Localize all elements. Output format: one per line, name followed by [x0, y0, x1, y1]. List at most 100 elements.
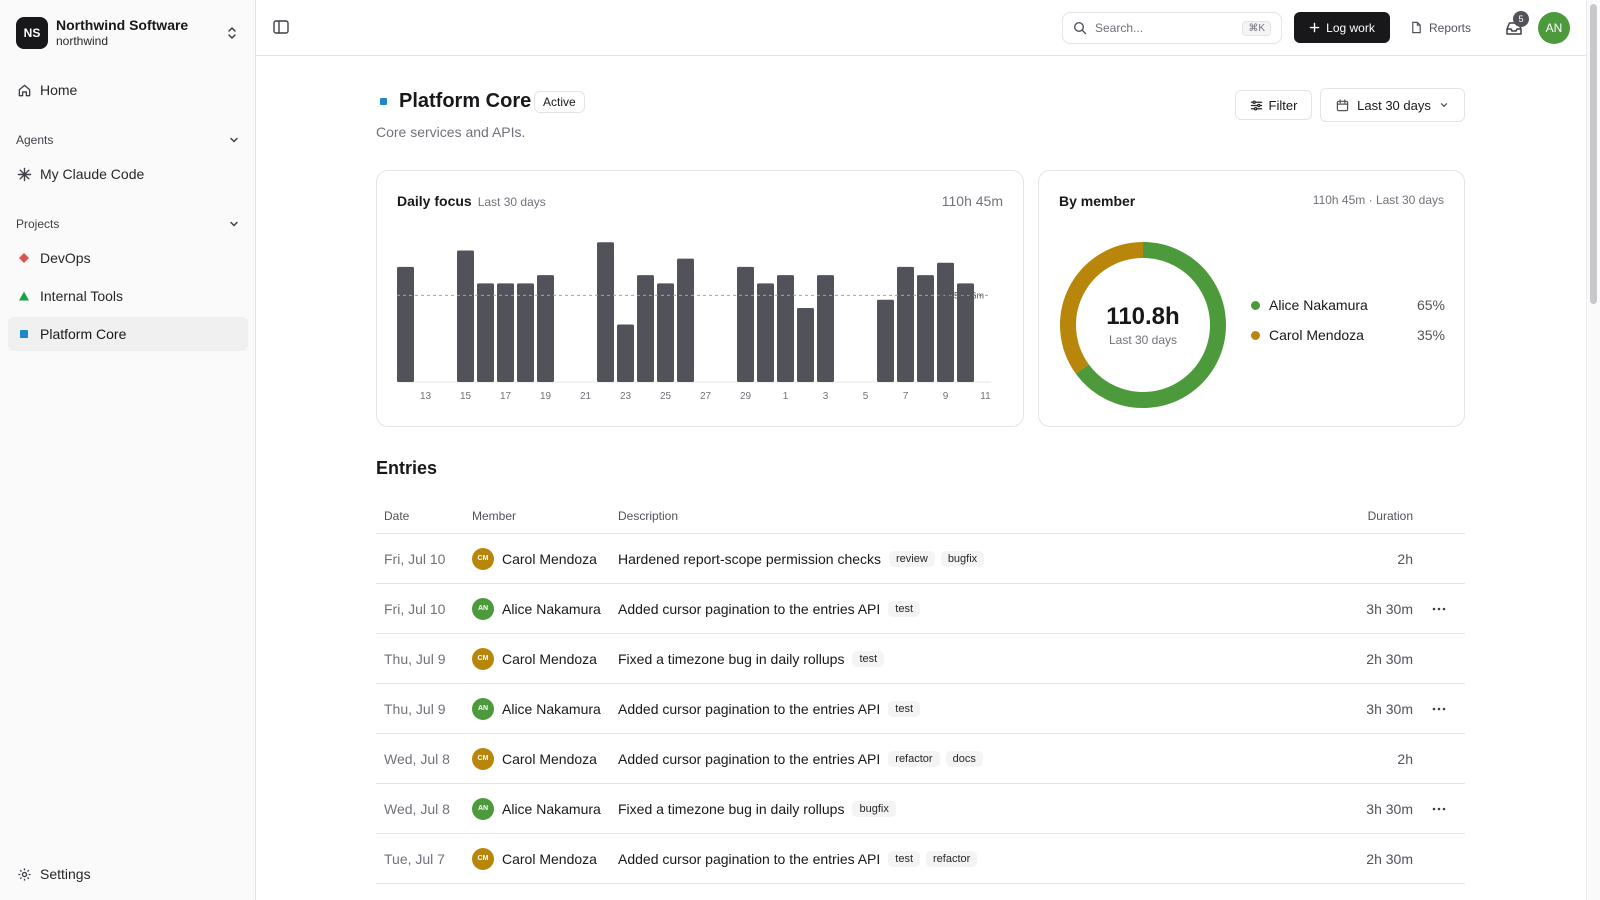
by-member-donut — [1060, 242, 1226, 408]
chart-bar[interactable] — [817, 275, 834, 382]
chart-bar[interactable] — [517, 283, 534, 382]
sidebar-toggle-icon[interactable] — [272, 18, 290, 36]
calendar-icon — [1336, 98, 1349, 111]
legend-dot — [1251, 300, 1260, 310]
scrollbar-thumb[interactable] — [1590, 4, 1597, 304]
search-input[interactable]: Search... ⌘K — [1062, 12, 1282, 44]
avatar: AN — [472, 797, 494, 820]
chart-bar[interactable] — [477, 283, 494, 382]
table-row[interactable]: Fri, Jul 10 CM Carol Mendoza Hardened repor… — [376, 534, 1465, 584]
nav-project-internal-tools[interactable]: Internal Tools — [8, 279, 248, 313]
chart-bar[interactable] — [797, 308, 814, 382]
chart-bar[interactable] — [957, 283, 974, 382]
org-name: Northwind Software — [56, 17, 189, 33]
entry-duration: 2h 30m — [1366, 650, 1413, 667]
header-description: Description — [618, 508, 679, 523]
legend-dot — [1251, 330, 1260, 340]
entry-member: CM Carol Mendoza — [472, 647, 618, 670]
donut-slice[interactable] — [1060, 242, 1144, 374]
chart-tick-label: 27 — [700, 391, 712, 402]
chart-bar[interactable] — [677, 258, 694, 382]
table-row[interactable]: Wed, Jul 8 CM Carol Mendoza Added cursor pa… — [376, 734, 1465, 784]
more-horizontal-icon[interactable] — [1432, 807, 1446, 811]
entry-description: Fixed a timezone bug in daily rollups bug… — [618, 800, 1323, 817]
projects-section-label: Projects — [16, 217, 60, 231]
search-shortcut: ⌘K — [1242, 20, 1271, 36]
chart-bar[interactable] — [497, 283, 514, 382]
donut-slice[interactable] — [1075, 242, 1226, 408]
entry-member-name: Carol Mendoza — [502, 650, 597, 667]
entry-duration: 2h 30m — [1366, 850, 1413, 867]
chart-tick-label: 29 — [740, 391, 752, 402]
legend-item-carol: Carol Mendoza 35% — [1251, 327, 1445, 343]
nav-project-devops[interactable]: DevOps — [8, 241, 248, 275]
entry-description: Added cursor pagination to the entries A… — [618, 600, 1323, 617]
avatar: CM — [472, 847, 494, 870]
table-row[interactable]: Wed, Jul 8 AN Alice Nakamura Fixed a timezo… — [376, 784, 1465, 834]
chart-bar[interactable] — [757, 283, 774, 382]
chevrons-up-down-icon — [228, 27, 236, 39]
agents-section[interactable]: Agents — [16, 130, 240, 150]
chart-tick-label: 7 — [903, 391, 909, 402]
entry-description: Added cursor pagination to the entries A… — [618, 750, 1323, 767]
page-title: Platform Core — [399, 90, 532, 112]
table-row[interactable]: Fri, Jul 10 AN Alice Nakamura Added cursor … — [376, 584, 1465, 634]
by-member-card: By member 110h 45m · Last 30 days 110.8h… — [1038, 170, 1465, 427]
legend-item-alice: Alice Nakamura 65% — [1251, 297, 1445, 313]
chart-bar[interactable] — [937, 262, 954, 382]
chart-avg-label: avg 5h 16m — [937, 290, 984, 300]
chart-bar[interactable] — [597, 242, 614, 382]
table-row[interactable]: Thu, Jul 9 CM Carol Mendoza Fixed a timezon… — [376, 634, 1465, 684]
chart-bar[interactable] — [897, 266, 914, 382]
log-work-button[interactable]: Log work — [1294, 12, 1390, 43]
entry-date: Fri, Jul 10 — [384, 600, 446, 617]
entry-actions — [1413, 707, 1465, 711]
legend-pct: 65% — [1416, 297, 1445, 313]
chart-bar[interactable] — [617, 324, 634, 382]
table-row[interactable]: Thu, Jul 9 AN Alice Nakamura Added cursor p… — [376, 684, 1465, 734]
donut-center-label: Last 30 days — [1108, 333, 1178, 347]
reports-link[interactable]: Reports — [1410, 12, 1471, 43]
nav-settings[interactable]: Settings — [8, 857, 248, 891]
entry-member-name: Alice Nakamura — [502, 700, 601, 717]
table-body: Fri, Jul 10 CM Carol Mendoza Hardened repor… — [376, 534, 1465, 884]
chart-bar[interactable] — [917, 275, 934, 382]
projects-section[interactable]: Projects — [16, 214, 240, 234]
user-avatar[interactable]: AN — [1538, 12, 1570, 44]
nav-project-label: DevOps — [40, 250, 91, 266]
chart-bar[interactable] — [457, 250, 474, 382]
date-range-select[interactable]: Last 30 days — [1320, 88, 1465, 122]
chart-bar[interactable] — [877, 299, 894, 382]
chart-bar[interactable] — [737, 266, 754, 382]
avatar: CM — [472, 647, 494, 670]
chart-bar[interactable] — [777, 275, 794, 382]
more-horizontal-icon[interactable] — [1432, 607, 1446, 611]
chart-tick-label: 3 — [823, 391, 829, 402]
chart-bar[interactable] — [537, 275, 554, 382]
legend-name: Alice Nakamura — [1269, 297, 1368, 313]
donut-center: 110.8h Last 30 days — [1059, 241, 1227, 409]
chart-bar[interactable] — [657, 283, 674, 382]
entry-tag: test — [888, 850, 921, 867]
entry-description-text: Hardened report-scope permission checks — [618, 550, 882, 567]
org-text: Northwind Software northwind — [56, 17, 224, 49]
org-switcher[interactable]: NS Northwind Software northwind — [16, 16, 240, 50]
chart-bar[interactable] — [397, 266, 414, 382]
by-member-title: By member — [1059, 193, 1136, 209]
nav-project-platform-core[interactable]: Platform Core — [8, 317, 248, 351]
filter-button[interactable]: Filter — [1235, 90, 1312, 120]
nav-home[interactable]: Home — [8, 73, 248, 107]
entry-description-text: Added cursor pagination to the entries A… — [618, 850, 881, 867]
chart-bar[interactable] — [637, 275, 654, 382]
table-row[interactable]: Tue, Jul 7 CM Carol Mendoza Added cursor pa… — [376, 834, 1465, 884]
agents-section-label: Agents — [16, 133, 54, 147]
org-logo: NS — [16, 17, 48, 49]
inbox-icon[interactable] — [1504, 18, 1524, 38]
more-horizontal-icon[interactable] — [1432, 707, 1446, 711]
nav-project-label: Platform Core — [40, 326, 127, 342]
nav-agent-claude[interactable]: My Claude Code — [8, 157, 248, 191]
entry-member-name: Carol Mendoza — [502, 750, 597, 767]
daily-focus-subtitle: Last 30 days — [477, 195, 546, 209]
page-scrollbar[interactable] — [1586, 0, 1600, 900]
